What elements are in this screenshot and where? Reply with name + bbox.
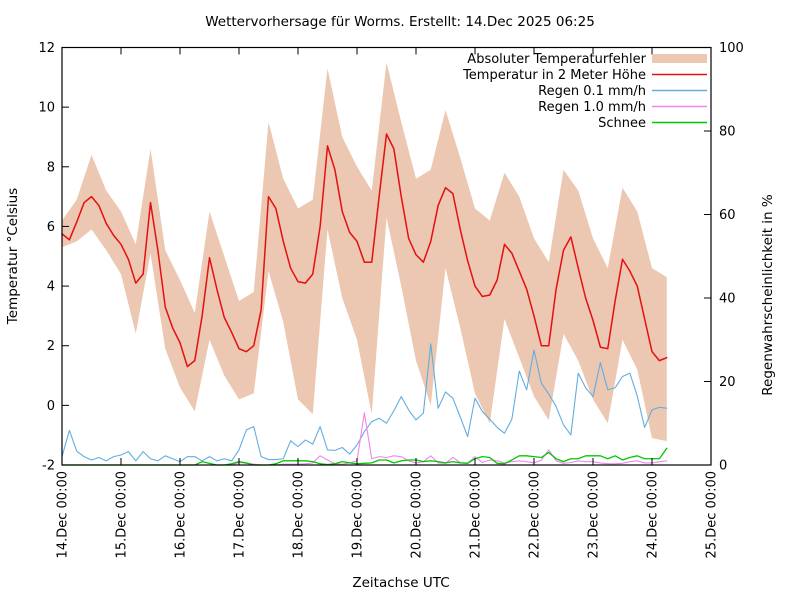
x-tick-label: 25.Dec 00:00 [705, 471, 720, 558]
y-tick-label: 12 [38, 41, 55, 56]
schnee-line [61, 447, 668, 466]
x-tick-label: 22.Dec 00:00 [528, 471, 543, 558]
absoluter-temperaturfehler-band [62, 62, 667, 442]
x-tick-label: 18.Dec 00:00 [292, 471, 307, 558]
y2-axis-label: Regenwahrscheinlichkeit in % [760, 194, 776, 396]
temperatur-in-2-meter-h-he-line [61, 133, 668, 368]
x-tick-label: 20.Dec 00:00 [410, 471, 425, 558]
legend-label: Schnee [598, 116, 646, 131]
y2-tick-label: 20 [719, 375, 736, 390]
x-axis-label: Zeitachse UTC [352, 575, 449, 591]
legend-label: Absoluter Temperaturfehler [467, 52, 646, 67]
y-tick-label: 4 [47, 280, 55, 295]
y-tick-label: 8 [47, 160, 55, 175]
plot-area [61, 62, 668, 466]
legend-label: Regen 1.0 mm/h [538, 100, 646, 115]
x-tick-label: 17.Dec 00:00 [233, 471, 248, 558]
legend-swatch-band [652, 54, 707, 63]
plot-border [61, 46, 712, 466]
y2-tick-label: 100 [719, 41, 744, 56]
x-tick-label: 24.Dec 00:00 [646, 471, 661, 558]
regen-0-1-mm-h-line [61, 343, 668, 463]
legend-label: Temperatur in 2 Meter Höhe [462, 68, 646, 83]
y-tick-label: 2 [47, 339, 55, 354]
y-tick-label: 10 [38, 101, 55, 116]
chart-title: Wettervorhersage für Worms. Erstellt: 14… [205, 14, 595, 30]
y2-tick-label: 40 [719, 292, 736, 307]
y-axis-label: Temperatur °Celsius [5, 188, 21, 325]
x-tick-label: 14.Dec 00:00 [56, 471, 71, 558]
y-tick-label: 0 [47, 399, 55, 414]
x-tick-label: 16.Dec 00:00 [174, 471, 189, 558]
legend-label: Regen 0.1 mm/h [538, 84, 646, 99]
x-tick-label: 23.Dec 00:00 [587, 471, 602, 558]
x-tick-label: 21.Dec 00:00 [469, 471, 484, 558]
y2-tick-label: 80 [719, 125, 736, 140]
x-tick-label: 15.Dec 00:00 [115, 471, 130, 558]
y2-tick-label: 0 [719, 459, 727, 474]
axes: 14.Dec 00:00 15.Dec 00:00 16.Dec 00:00 17.D… [38, 41, 743, 558]
y-tick-label: 6 [47, 220, 55, 235]
y-tick-label: -2 [42, 459, 55, 474]
regen-1-0-mm-h-line [61, 412, 668, 466]
y2-tick-label: 60 [719, 208, 736, 223]
x-tick-label: 19.Dec 00:00 [351, 471, 366, 558]
